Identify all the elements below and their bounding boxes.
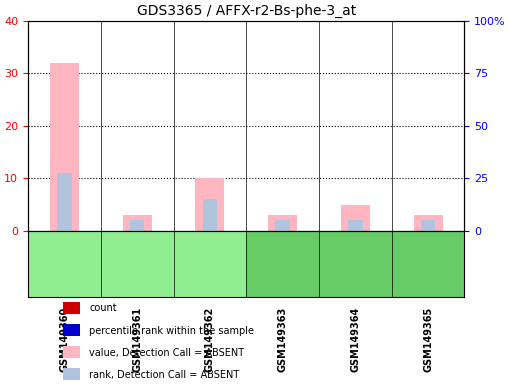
Bar [246,231,464,297]
Bar [63,302,80,314]
Bar [130,220,144,231]
Bar [340,205,369,231]
Bar [50,63,79,231]
Bar [202,199,217,231]
Bar [420,220,435,231]
Bar [268,215,297,231]
Bar [28,231,246,297]
Bar [413,215,442,231]
Title: GDS3365 / AFFX-r2-Bs-phe-3_at: GDS3365 / AFFX-r2-Bs-phe-3_at [136,4,355,18]
Text: value, Detection Call = ABSENT: value, Detection Call = ABSENT [89,348,244,358]
Bar [122,215,151,231]
Bar [57,173,72,231]
Bar [63,324,80,336]
Text: rank, Detection Call = ABSENT: rank, Detection Call = ABSENT [89,370,239,380]
Bar [63,368,80,380]
Bar [275,220,289,231]
Bar [348,220,362,231]
Text: count: count [89,303,117,313]
Bar [63,346,80,358]
Bar [195,179,224,231]
Text: percentile rank within the sample: percentile rank within the sample [89,326,253,336]
